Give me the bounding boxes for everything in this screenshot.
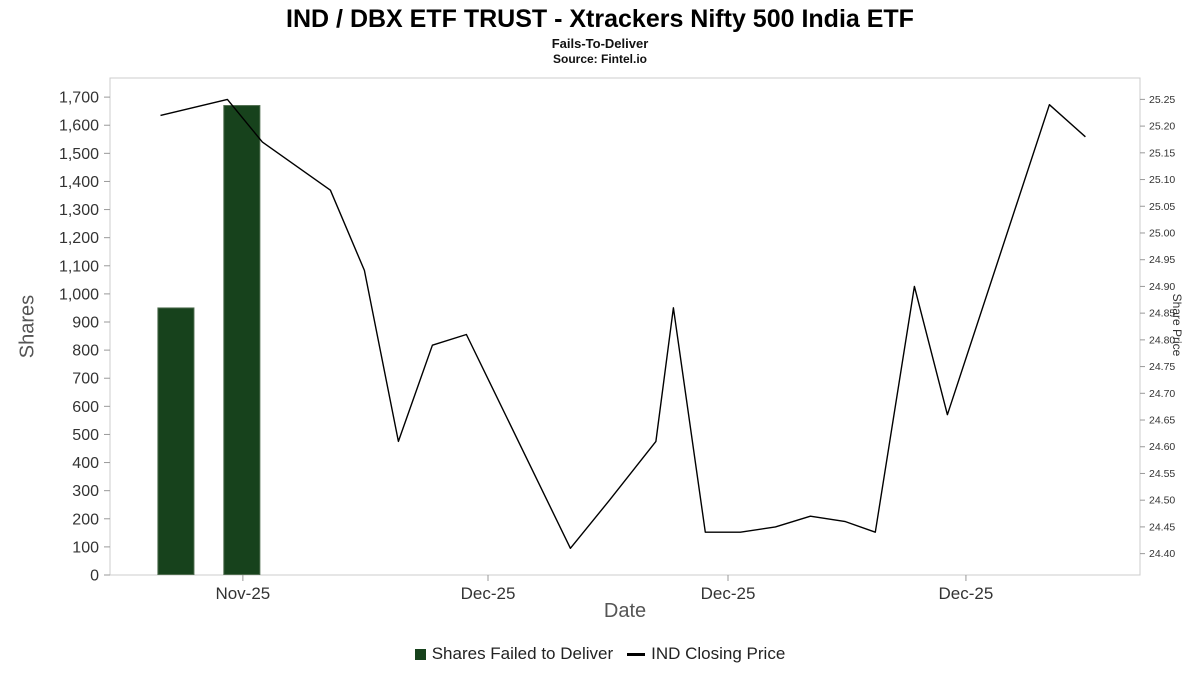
- chart-title: IND / DBX ETF TRUST - Xtrackers Nifty 50…: [286, 5, 914, 33]
- svg-text:Dec-25: Dec-25: [939, 584, 994, 603]
- svg-text:200: 200: [72, 511, 99, 528]
- svg-text:0: 0: [90, 568, 99, 585]
- svg-text:24.40: 24.40: [1149, 548, 1175, 560]
- svg-text:1,200: 1,200: [59, 230, 99, 247]
- svg-text:1,400: 1,400: [59, 174, 99, 191]
- svg-text:24.85: 24.85: [1149, 308, 1175, 320]
- svg-text:Nov-25: Nov-25: [215, 584, 270, 603]
- svg-text:100: 100: [72, 539, 99, 556]
- legend-label-shares: Shares Failed to Deliver: [431, 644, 614, 663]
- svg-text:900: 900: [72, 315, 99, 332]
- y-axis-title-shares: Shares: [16, 294, 39, 359]
- svg-text:700: 700: [72, 371, 99, 388]
- svg-text:Dec-25: Dec-25: [701, 584, 756, 603]
- svg-text:300: 300: [72, 483, 99, 500]
- svg-text:24.70: 24.70: [1149, 388, 1175, 400]
- svg-text:Dec-25: Dec-25: [461, 584, 516, 603]
- legend-label-price: IND Closing Price: [651, 644, 786, 663]
- svg-text:25.20: 25.20: [1149, 121, 1175, 133]
- svg-text:1,700: 1,700: [59, 90, 99, 107]
- legend-item-price: IND Closing Price: [627, 644, 785, 664]
- svg-text:24.50: 24.50: [1149, 495, 1175, 507]
- svg-text:25.10: 25.10: [1149, 174, 1175, 186]
- svg-text:24.95: 24.95: [1149, 254, 1175, 266]
- svg-text:1,000: 1,000: [59, 286, 99, 303]
- svg-text:24.75: 24.75: [1149, 361, 1175, 373]
- svg-text:24.80: 24.80: [1149, 334, 1175, 346]
- svg-text:24.55: 24.55: [1149, 468, 1175, 480]
- chart-subtitle: Fails-To-Deliver: [551, 36, 649, 51]
- chart-source: Source: Fintel.io: [552, 52, 647, 66]
- bar-series-swatch: [414, 648, 426, 660]
- svg-text:25.05: 25.05: [1149, 201, 1175, 213]
- chart-legend: Shares Failed to Deliver IND Closing Pri…: [0, 644, 1200, 664]
- svg-text:500: 500: [72, 427, 99, 444]
- svg-text:24.45: 24.45: [1149, 521, 1175, 533]
- x-axis-title-date: Date: [603, 600, 647, 622]
- svg-text:600: 600: [72, 399, 99, 416]
- svg-text:1,600: 1,600: [59, 118, 99, 135]
- svg-text:24.65: 24.65: [1149, 415, 1175, 427]
- svg-text:24.60: 24.60: [1149, 441, 1175, 453]
- svg-text:25.25: 25.25: [1149, 94, 1175, 106]
- legend-item-shares: Shares Failed to Deliver: [414, 644, 614, 664]
- svg-text:1,500: 1,500: [59, 146, 99, 163]
- line-series-swatch: [627, 652, 646, 656]
- svg-text:1,100: 1,100: [59, 258, 99, 275]
- svg-text:800: 800: [72, 343, 99, 360]
- svg-text:25.00: 25.00: [1149, 227, 1175, 239]
- svg-text:24.90: 24.90: [1149, 281, 1175, 293]
- svg-text:400: 400: [72, 455, 99, 472]
- svg-text:1,300: 1,300: [59, 202, 99, 219]
- svg-text:25.15: 25.15: [1149, 147, 1175, 159]
- y-axis-title-share-price: Share Price: [1170, 293, 1184, 357]
